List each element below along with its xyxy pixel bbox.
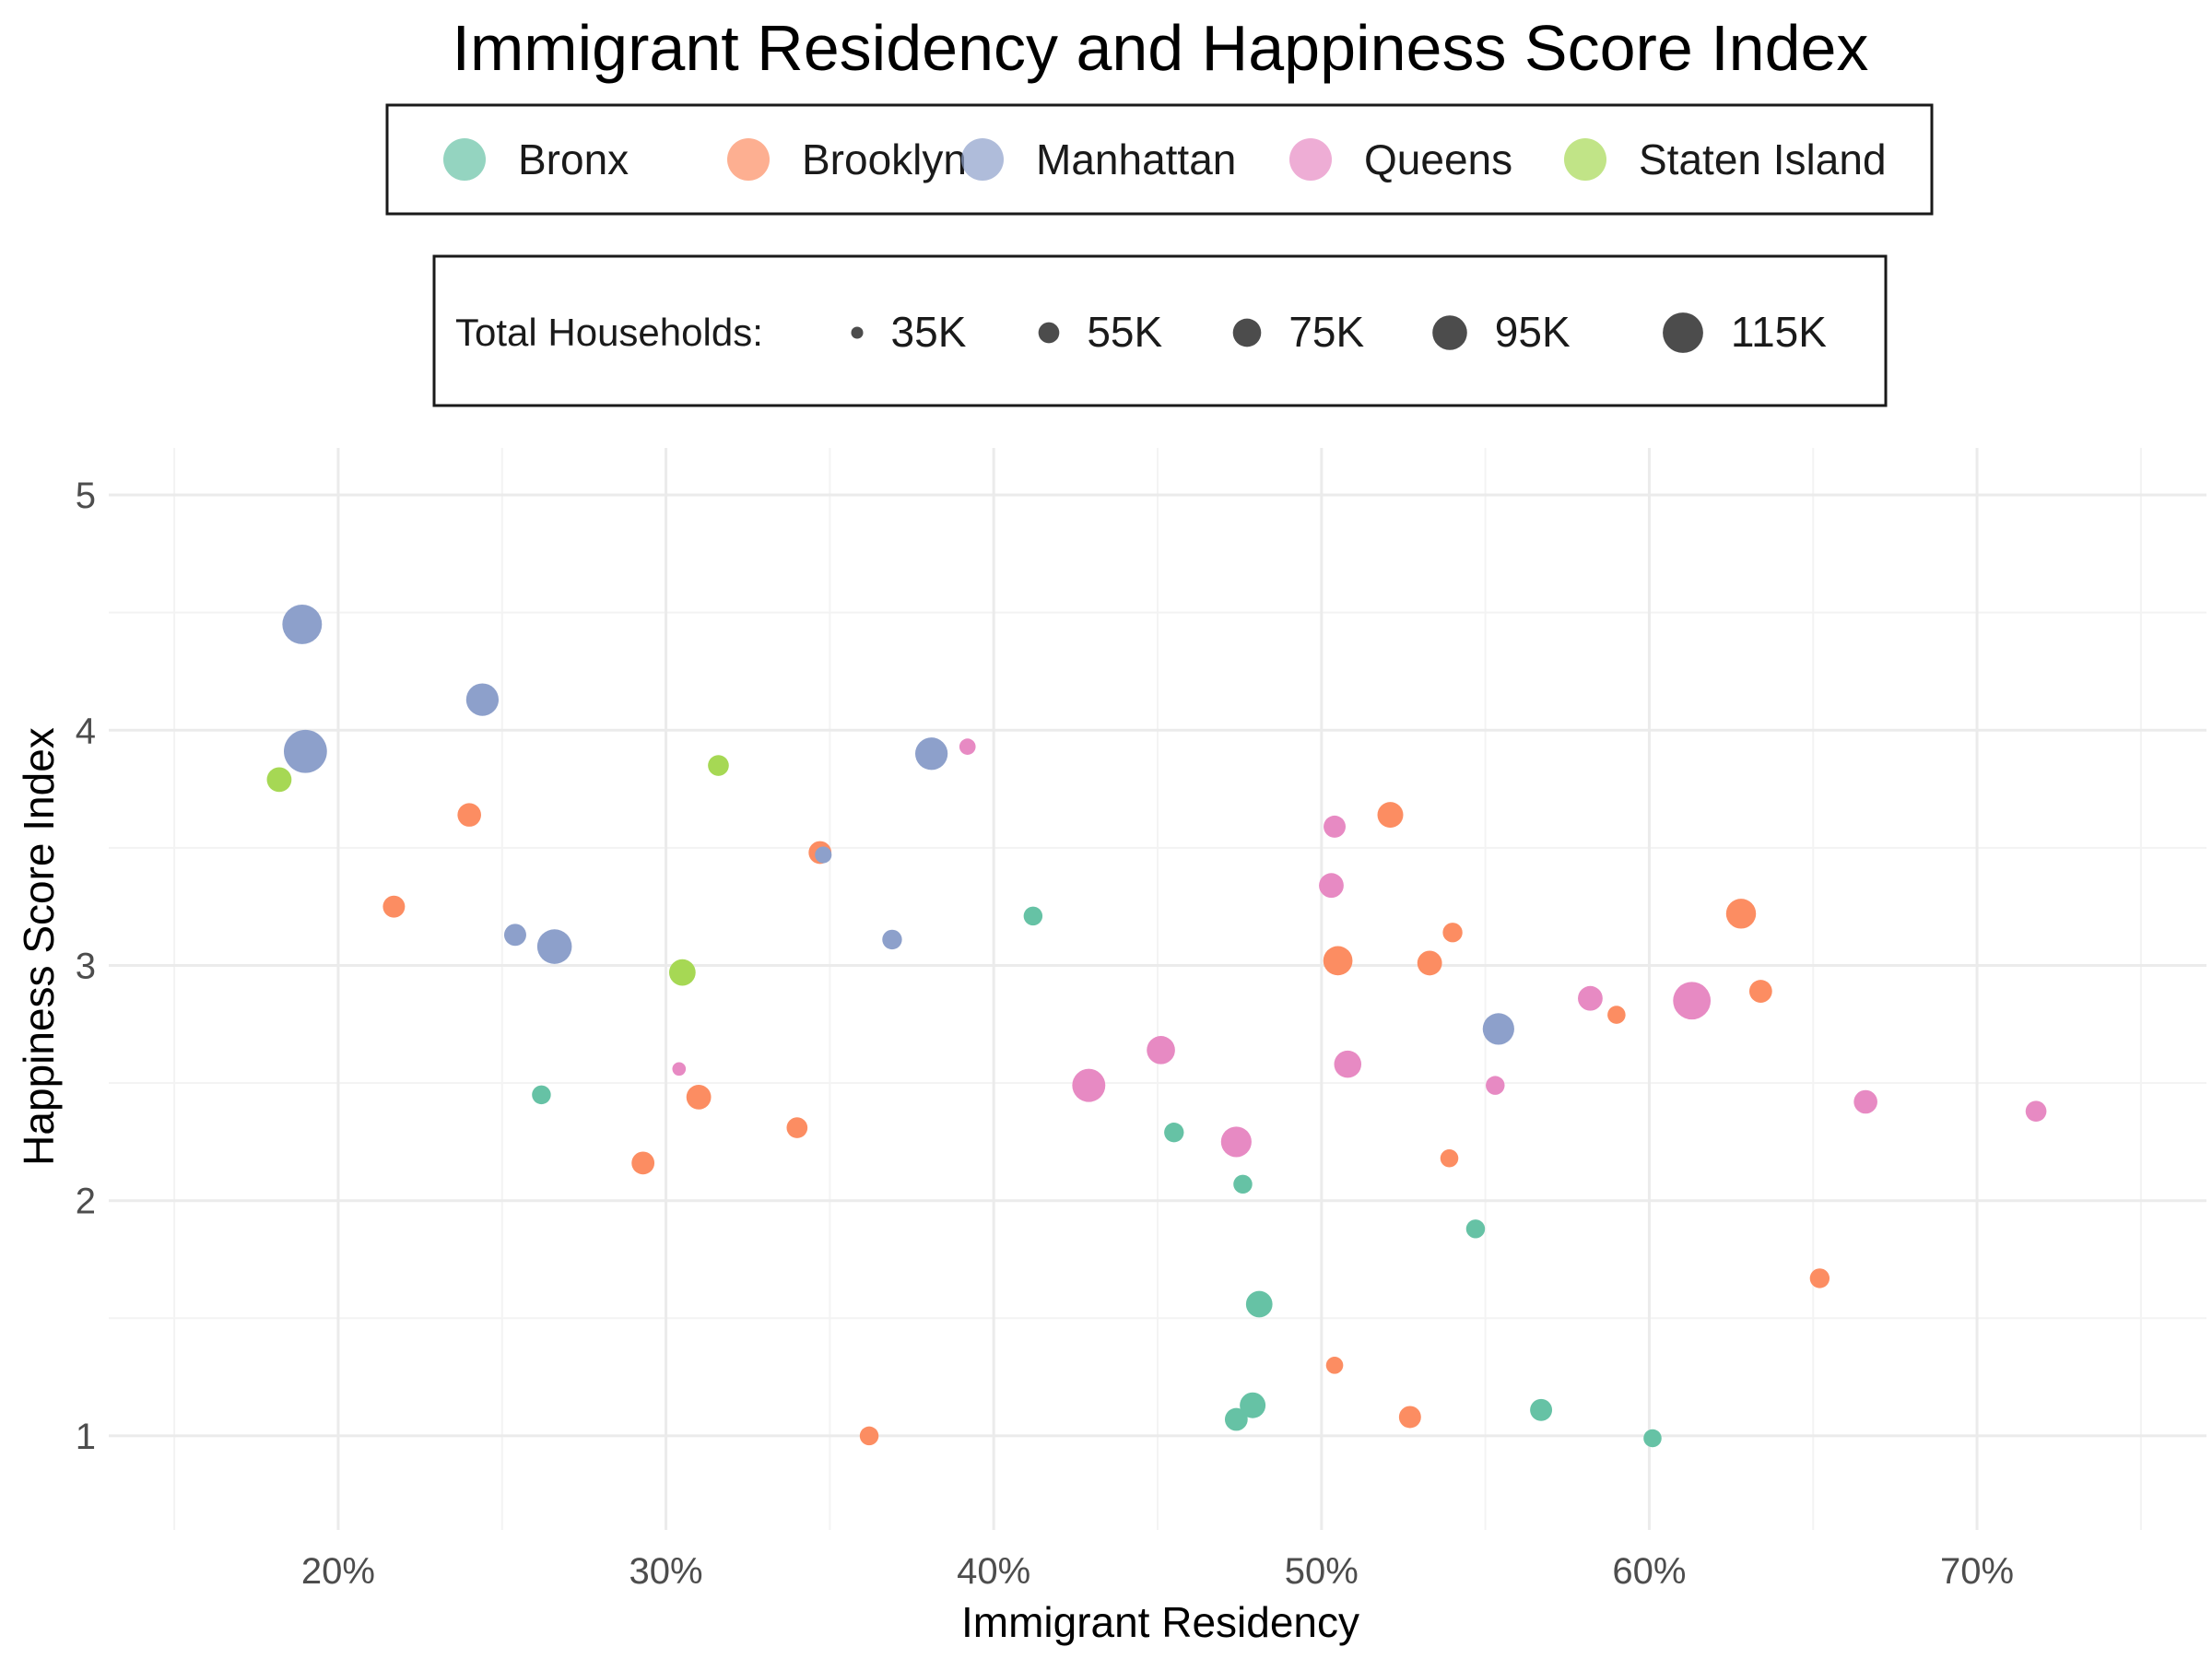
legend-label-staten-island: Staten Island	[1639, 135, 1887, 183]
point-queens	[1072, 1068, 1106, 1102]
point-bronx	[532, 1085, 551, 1105]
point-manhattan	[882, 929, 902, 950]
point-bronx	[1164, 1123, 1184, 1143]
data-points	[266, 604, 2047, 1448]
legend-label-brooklyn: Brooklyn	[802, 135, 967, 183]
point-manhattan	[1482, 1013, 1514, 1045]
size-legend: Total Households: 35K 55K 75K 95K 115K	[432, 254, 1888, 407]
point-brooklyn	[1442, 923, 1463, 943]
point-bronx	[1224, 1407, 1248, 1431]
point-queens	[1334, 1050, 1362, 1078]
point-queens	[1578, 985, 1603, 1011]
point-queens	[1673, 982, 1712, 1020]
size-legend-key	[851, 326, 864, 339]
y-tick-label: 4	[76, 711, 96, 751]
point-manhattan	[283, 729, 327, 773]
y-tick-label: 1	[76, 1417, 96, 1457]
point-bronx	[1245, 1290, 1273, 1318]
point-manhattan	[504, 924, 526, 947]
legend-label-bronx: Bronx	[518, 135, 629, 183]
point-bronx	[1240, 1392, 1266, 1418]
point-queens	[1853, 1089, 1877, 1114]
point-manhattan	[536, 929, 572, 964]
x-tick-labels: 20% 30% 40% 50% 60% 70%	[301, 1551, 2014, 1592]
x-tick-label: 50%	[1285, 1551, 1359, 1592]
point-queens	[1220, 1126, 1252, 1158]
point-brooklyn	[859, 1426, 879, 1446]
point-brooklyn	[686, 1085, 712, 1110]
y-axis-title: Happiness Score Index	[15, 727, 63, 1166]
size-legend-box	[432, 254, 1888, 407]
x-tick-label: 60%	[1612, 1551, 1686, 1592]
color-legend-box	[385, 103, 1934, 216]
point-bronx	[1233, 1174, 1253, 1194]
point-staten-island	[266, 767, 292, 793]
size-legend-label: 75K	[1288, 308, 1364, 356]
point-brooklyn	[1417, 950, 1442, 976]
point-staten-island	[708, 755, 729, 776]
point-brooklyn	[382, 895, 406, 918]
size-legend-title: Total Households:	[455, 311, 763, 354]
point-manhattan	[282, 604, 323, 644]
point-brooklyn	[1725, 899, 1757, 929]
legend-label-queens: Queens	[1364, 135, 1512, 183]
point-bronx	[1643, 1429, 1662, 1448]
point-staten-island	[668, 959, 696, 986]
point-brooklyn	[1440, 1148, 1459, 1168]
color-legend: Bronx Brooklyn Manhattan Queens Staten Islan…	[385, 103, 1934, 216]
legend-label-manhattan: Manhattan	[1036, 135, 1236, 183]
x-axis-title: Immigrant Residency	[961, 1598, 1359, 1646]
minor-gridlines	[109, 448, 2206, 1530]
legend-key-brooklyn	[727, 138, 770, 181]
point-brooklyn	[1607, 1006, 1626, 1024]
size-legend-label: 115K	[1731, 308, 1827, 356]
point-queens	[1319, 873, 1344, 899]
x-tick-label: 70%	[1940, 1551, 2014, 1592]
point-queens	[672, 1062, 687, 1077]
point-bronx	[1465, 1219, 1486, 1239]
y-tick-labels: 1 2 3 4 5	[76, 476, 96, 1457]
point-queens	[959, 738, 976, 755]
point-manhattan	[815, 846, 832, 864]
point-brooklyn	[1809, 1268, 1830, 1288]
size-legend-key	[1663, 312, 1703, 353]
point-queens	[1147, 1036, 1175, 1065]
point-brooklyn	[1398, 1406, 1421, 1429]
point-brooklyn	[457, 803, 481, 827]
point-manhattan	[465, 683, 500, 716]
point-brooklyn	[786, 1117, 808, 1138]
point-bronx	[1023, 906, 1043, 926]
size-legend-key	[1038, 322, 1060, 344]
plot-area: 20% 30% 40% 50% 60% 70% 1 2 3 4 5	[76, 448, 2206, 1592]
size-legend-label: 35K	[891, 308, 967, 356]
point-queens	[2025, 1100, 2047, 1123]
legend-key-queens	[1289, 138, 1332, 181]
y-tick-label: 5	[76, 476, 96, 516]
x-tick-label: 30%	[629, 1551, 703, 1592]
legend-key-bronx	[443, 138, 486, 181]
x-tick-label: 20%	[301, 1551, 375, 1592]
y-tick-label: 2	[76, 1182, 96, 1222]
legend-key-staten-island	[1564, 138, 1606, 181]
point-bronx	[1530, 1398, 1553, 1421]
chart-title: Immigrant Residency and Happiness Score …	[453, 12, 1869, 84]
point-brooklyn	[631, 1151, 655, 1175]
point-queens	[1486, 1076, 1505, 1095]
point-brooklyn	[1748, 980, 1772, 1003]
point-queens	[1324, 815, 1347, 838]
point-brooklyn	[1323, 946, 1353, 976]
size-legend-label: 55K	[1087, 308, 1162, 356]
point-brooklyn	[1325, 1357, 1344, 1374]
size-legend-label: 95K	[1495, 308, 1571, 356]
size-legend-key	[1232, 318, 1262, 347]
x-tick-label: 40%	[957, 1551, 1030, 1592]
point-brooklyn	[1377, 802, 1404, 829]
y-tick-label: 3	[76, 946, 96, 986]
point-manhattan	[915, 737, 948, 771]
major-gridlines	[109, 448, 2206, 1530]
legend-key-manhattan	[961, 138, 1004, 181]
size-legend-key	[1432, 315, 1467, 350]
